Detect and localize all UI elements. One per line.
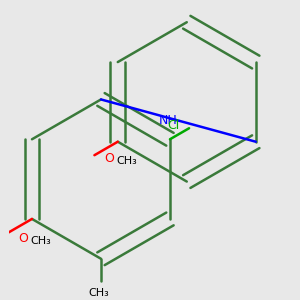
Text: Cl: Cl [167, 119, 179, 132]
Text: CH₃: CH₃ [88, 288, 109, 298]
Text: CH₃: CH₃ [30, 236, 51, 246]
Text: NH: NH [159, 114, 178, 127]
Text: O: O [18, 232, 28, 245]
Text: CH₃: CH₃ [116, 156, 137, 166]
Text: O: O [104, 152, 114, 165]
